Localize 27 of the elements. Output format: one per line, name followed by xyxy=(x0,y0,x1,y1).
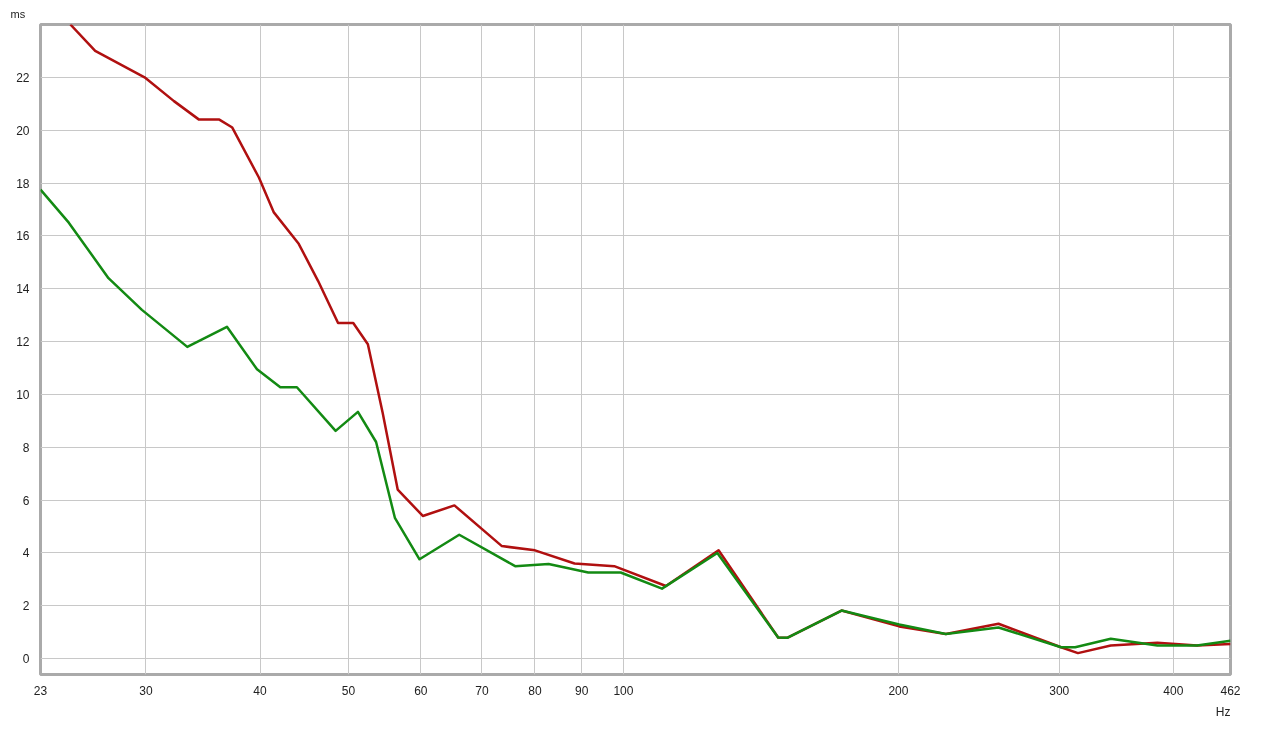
x-tick-label: 462 xyxy=(1220,683,1241,698)
y-tick-label: 12 xyxy=(16,335,30,350)
x-tick-label: 23 xyxy=(33,683,48,698)
x-tick-label: 40 xyxy=(253,683,267,698)
y-tick-label: 22 xyxy=(16,70,30,85)
y-axis-title: ms xyxy=(10,7,26,20)
x-tick-label: 90 xyxy=(574,683,589,698)
y-tick-label: 4 xyxy=(22,546,30,561)
y-tick-label: 0 xyxy=(22,652,30,667)
x-tick-label: 60 xyxy=(414,683,428,698)
y-tick-label: 18 xyxy=(16,176,30,191)
y-tick-label: 6 xyxy=(22,493,30,508)
y-tick-label: 20 xyxy=(16,123,30,138)
x-tick-label: 80 xyxy=(528,683,542,698)
y-tick-label: 2 xyxy=(22,599,30,614)
x-axis-title: Hz xyxy=(1215,704,1231,719)
x-tick-label: 400 xyxy=(1163,683,1184,698)
x-tick-label: 30 xyxy=(139,683,153,698)
x-tick-label: 70 xyxy=(475,683,489,698)
x-tick-label: 200 xyxy=(888,683,909,698)
y-tick-label: 16 xyxy=(16,229,30,244)
x-tick-label: 50 xyxy=(341,683,356,698)
y-tick-label: 14 xyxy=(16,282,30,297)
y-tick-label: 10 xyxy=(16,387,30,402)
x-tick-label: 100 xyxy=(613,683,634,698)
y-tick-label: 8 xyxy=(22,440,30,455)
x-tick-label: 300 xyxy=(1049,683,1070,698)
